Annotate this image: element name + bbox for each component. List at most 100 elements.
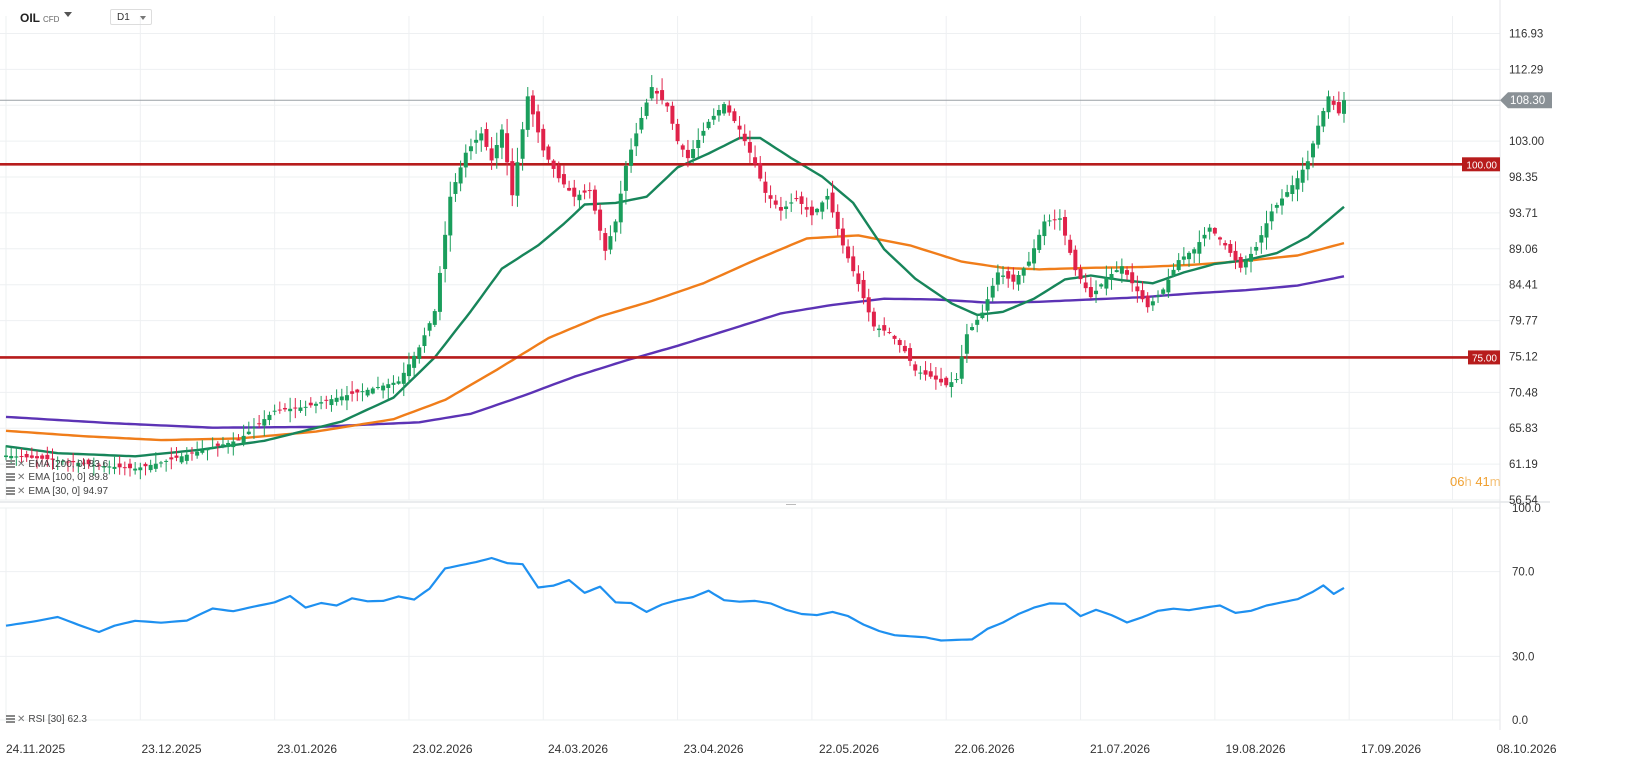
candle[interactable] (556, 161, 561, 183)
candle[interactable] (34, 450, 39, 469)
candle[interactable] (1202, 227, 1207, 247)
candle[interactable] (1223, 240, 1228, 250)
candle[interactable] (370, 386, 375, 395)
candle[interactable] (1254, 241, 1259, 256)
candle[interactable] (1047, 214, 1052, 227)
candle[interactable] (112, 456, 117, 475)
candle[interactable] (91, 457, 96, 476)
candle[interactable] (1233, 241, 1238, 270)
close-icon[interactable]: ✕ (17, 472, 26, 483)
candle[interactable] (794, 190, 799, 202)
candle[interactable] (448, 181, 453, 252)
candle[interactable] (975, 313, 980, 333)
candle[interactable] (1326, 90, 1331, 119)
candle[interactable] (675, 118, 680, 145)
candle[interactable] (608, 225, 613, 255)
candle[interactable] (649, 75, 654, 101)
candle[interactable] (1290, 175, 1295, 202)
candle[interactable] (189, 447, 194, 461)
candle[interactable] (437, 266, 442, 321)
candle[interactable] (479, 127, 484, 152)
candle[interactable] (1125, 266, 1130, 280)
chevron-down-icon[interactable] (140, 16, 146, 20)
candle[interactable] (427, 321, 432, 337)
candle[interactable] (639, 106, 644, 134)
candle[interactable] (835, 204, 840, 236)
candle[interactable] (344, 386, 349, 411)
candle[interactable] (530, 90, 535, 127)
candle[interactable] (313, 401, 318, 414)
candle[interactable] (809, 200, 814, 226)
candle[interactable] (1280, 189, 1285, 215)
candle[interactable] (1176, 253, 1181, 272)
candle[interactable] (71, 452, 76, 472)
candle[interactable] (1336, 91, 1341, 116)
candle[interactable] (241, 424, 246, 447)
candle[interactable] (918, 365, 923, 380)
candle[interactable] (1104, 265, 1109, 296)
candle[interactable] (561, 164, 566, 188)
candle[interactable] (1305, 150, 1310, 181)
candle[interactable] (303, 400, 308, 416)
candle[interactable] (1249, 246, 1254, 273)
candle[interactable] (1243, 255, 1248, 275)
symbol-selector[interactable]: OIL CFD (20, 11, 59, 25)
candle[interactable] (422, 327, 427, 353)
candle[interactable] (572, 179, 577, 207)
candle[interactable] (1088, 277, 1093, 299)
candle[interactable] (231, 432, 236, 456)
candle[interactable] (778, 196, 783, 221)
candle[interactable] (1140, 280, 1145, 303)
candle[interactable] (4, 445, 8, 461)
candle[interactable] (360, 383, 365, 402)
candle[interactable] (288, 397, 293, 423)
candle[interactable] (933, 367, 938, 390)
candle[interactable] (1042, 214, 1047, 246)
candle[interactable] (825, 188, 830, 210)
symbol-name[interactable]: OIL (20, 11, 40, 25)
candle[interactable] (122, 461, 127, 476)
candle[interactable] (1037, 229, 1042, 253)
candle[interactable] (1011, 267, 1016, 290)
candle[interactable] (882, 317, 887, 336)
candle[interactable] (484, 122, 489, 151)
candle[interactable] (887, 327, 892, 335)
candle[interactable] (582, 184, 587, 200)
candle[interactable] (815, 207, 820, 216)
candle[interactable] (102, 461, 107, 473)
candle[interactable] (117, 456, 122, 475)
candle[interactable] (1016, 270, 1021, 291)
candle[interactable] (391, 375, 396, 394)
candle[interactable] (246, 421, 251, 435)
candle[interactable] (220, 436, 225, 449)
candle[interactable] (1166, 268, 1171, 298)
candle[interactable] (1145, 292, 1150, 313)
candle[interactable] (587, 182, 592, 199)
candle[interactable] (375, 376, 380, 390)
candle[interactable] (406, 352, 411, 384)
candle[interactable] (784, 200, 789, 219)
candle[interactable] (685, 139, 690, 168)
candle[interactable] (210, 437, 215, 449)
candle[interactable] (174, 447, 179, 462)
candle[interactable] (308, 397, 313, 408)
candle[interactable] (267, 411, 272, 426)
candle[interactable] (716, 104, 721, 122)
candle[interactable] (1001, 266, 1006, 285)
candle[interactable] (164, 459, 169, 472)
candle[interactable] (546, 144, 551, 164)
candle[interactable] (499, 124, 504, 160)
candle[interactable] (954, 372, 959, 383)
candle[interactable] (980, 304, 985, 320)
candle[interactable] (81, 458, 86, 466)
candle[interactable] (1259, 225, 1264, 254)
close-icon[interactable]: ✕ (17, 486, 26, 497)
candle[interactable] (1109, 267, 1114, 290)
candle[interactable] (959, 344, 964, 385)
candle[interactable] (319, 395, 324, 410)
candle[interactable] (727, 100, 732, 116)
candle[interactable] (742, 124, 747, 146)
candle[interactable] (629, 138, 634, 173)
candle[interactable] (696, 128, 701, 158)
candle[interactable] (510, 148, 515, 207)
